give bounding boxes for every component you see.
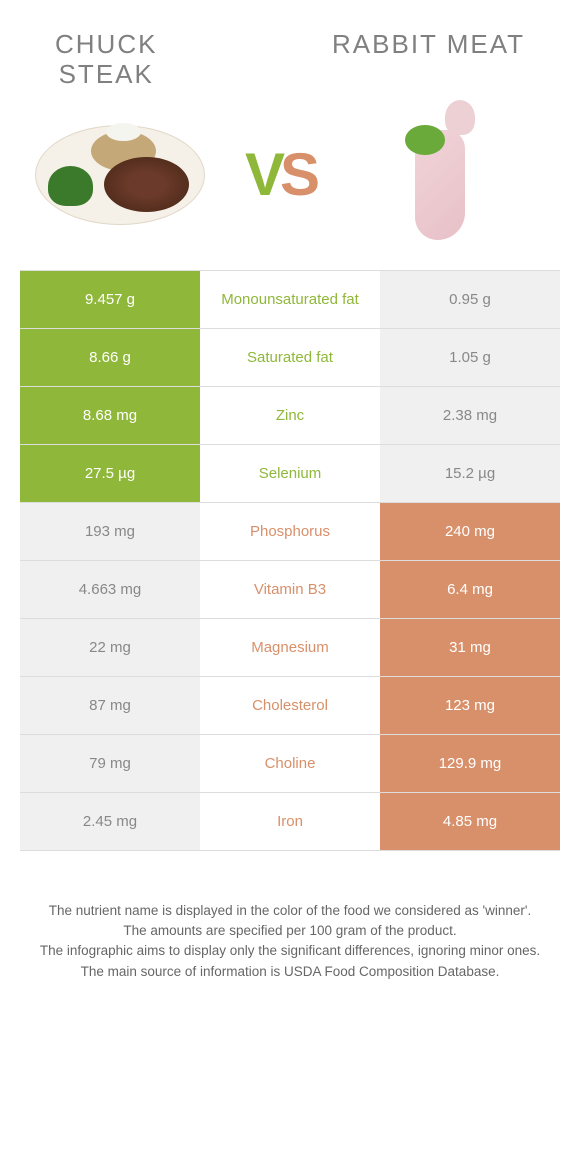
table-row: 87 mgCholesterol123 mg [20,677,560,735]
left-value-cell: 8.68 mg [20,387,200,444]
nutrient-name-cell: Phosphorus [200,503,380,560]
nutrient-name-cell: Magnesium [200,619,380,676]
left-value-cell: 79 mg [20,735,200,792]
left-value-cell: 2.45 mg [20,793,200,850]
nutrient-name-cell: Cholesterol [200,677,380,734]
left-value-cell: 87 mg [20,677,200,734]
nutrient-table: 9.457 gMonounsaturated fat0.95 g8.66 gSa… [20,270,560,851]
nutrient-name-cell: Vitamin B3 [200,561,380,618]
table-row: 8.68 mgZinc2.38 mg [20,387,560,445]
left-value-cell: 8.66 g [20,329,200,386]
left-value-cell: 4.663 mg [20,561,200,618]
right-value-cell: 15.2 µg [380,445,560,502]
vs-label: VS [245,140,315,209]
footer-line: The infographic aims to display only the… [30,941,550,961]
left-value-cell: 9.457 g [20,271,200,328]
left-food-image [30,110,210,240]
table-row: 2.45 mgIron4.85 mg [20,793,560,851]
right-food-title: RABBIT MEAT [332,30,525,90]
left-value-cell: 22 mg [20,619,200,676]
rabbit-meat-icon [400,95,480,255]
vs-v: V [245,141,280,208]
right-value-cell: 2.38 mg [380,387,560,444]
left-value-cell: 193 mg [20,503,200,560]
table-row: 8.66 gSaturated fat1.05 g [20,329,560,387]
steak-plate-icon [35,125,205,225]
table-row: 79 mgCholine129.9 mg [20,735,560,793]
title-line: STEAK [59,59,154,89]
right-value-cell: 31 mg [380,619,560,676]
nutrient-name-cell: Zinc [200,387,380,444]
right-value-cell: 240 mg [380,503,560,560]
nutrient-name-cell: Choline [200,735,380,792]
right-value-cell: 4.85 mg [380,793,560,850]
left-food-title: CHUCK STEAK [55,30,157,90]
right-value-cell: 129.9 mg [380,735,560,792]
footer-line: The amounts are specified per 100 gram o… [30,921,550,941]
header: CHUCK STEAK RABBIT MEAT [0,0,580,100]
footer-line: The main source of information is USDA F… [30,962,550,982]
table-row: 27.5 µgSelenium15.2 µg [20,445,560,503]
title-line: CHUCK [55,29,157,59]
right-value-cell: 6.4 mg [380,561,560,618]
right-value-cell: 0.95 g [380,271,560,328]
nutrient-name-cell: Monounsaturated fat [200,271,380,328]
table-row: 9.457 gMonounsaturated fat0.95 g [20,271,560,329]
table-row: 22 mgMagnesium31 mg [20,619,560,677]
left-value-cell: 27.5 µg [20,445,200,502]
right-value-cell: 123 mg [380,677,560,734]
table-row: 193 mgPhosphorus240 mg [20,503,560,561]
right-value-cell: 1.05 g [380,329,560,386]
table-row: 4.663 mgVitamin B36.4 mg [20,561,560,619]
right-food-image [350,110,530,240]
footer-notes: The nutrient name is displayed in the co… [0,851,580,982]
nutrient-name-cell: Saturated fat [200,329,380,386]
nutrient-name-cell: Iron [200,793,380,850]
vs-s: S [280,141,315,208]
nutrient-name-cell: Selenium [200,445,380,502]
images-row: VS [0,100,580,270]
footer-line: The nutrient name is displayed in the co… [30,901,550,921]
